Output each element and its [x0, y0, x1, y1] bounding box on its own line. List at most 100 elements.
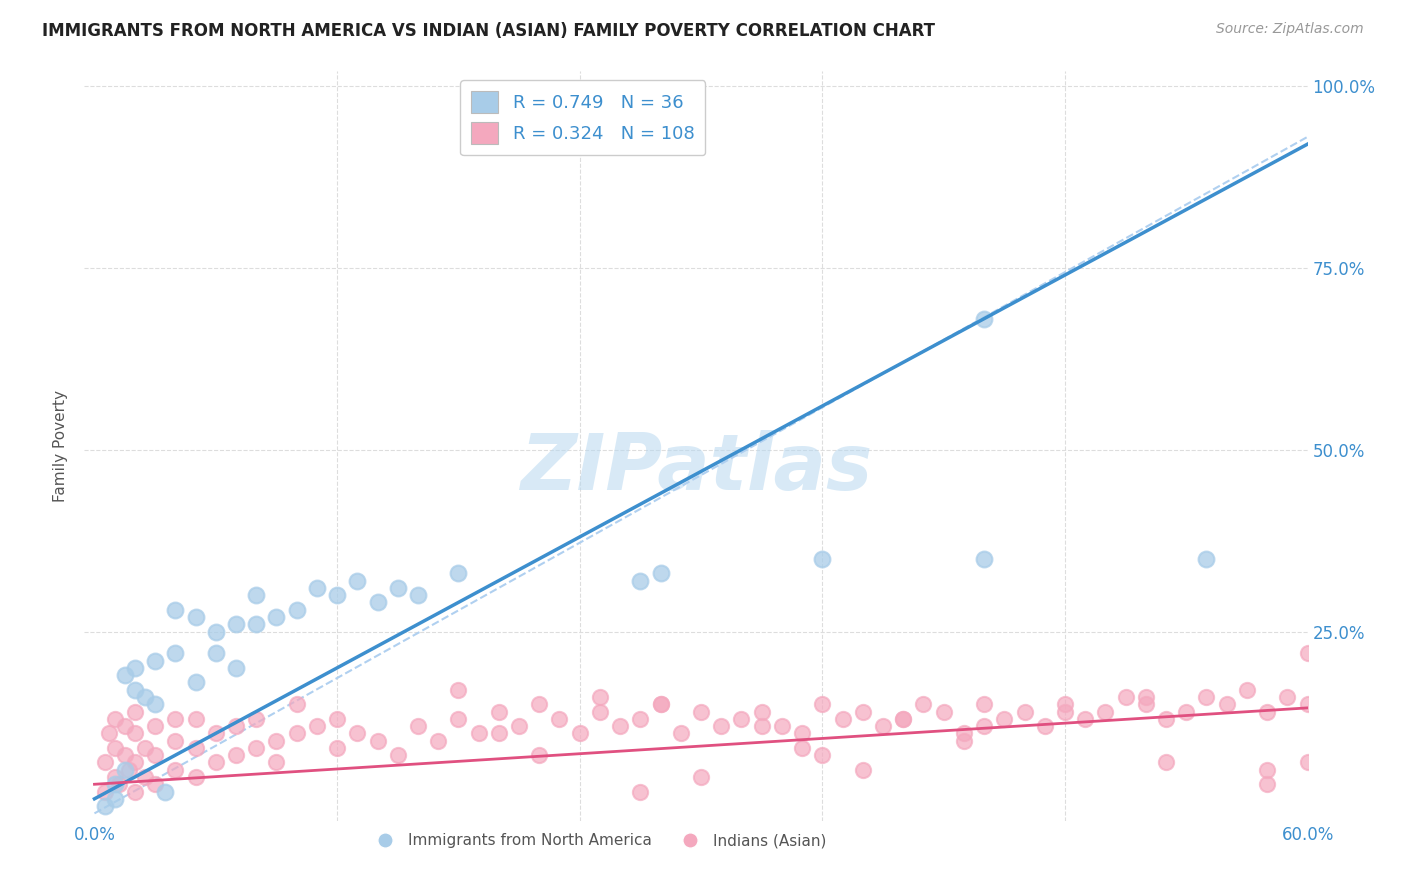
- Point: [831, 712, 853, 726]
- Point: [1154, 756, 1177, 770]
- Point: [204, 726, 226, 740]
- Point: [628, 712, 651, 726]
- Point: [1014, 705, 1036, 719]
- Point: [143, 748, 166, 763]
- Point: [1135, 690, 1157, 704]
- Point: [225, 617, 247, 632]
- Point: [852, 763, 875, 777]
- Point: [285, 698, 308, 712]
- Point: [993, 712, 1015, 726]
- Point: [124, 682, 146, 697]
- Point: [529, 748, 551, 763]
- Point: [1053, 698, 1076, 712]
- Point: [114, 763, 136, 777]
- Point: [589, 690, 612, 704]
- Point: [387, 581, 409, 595]
- Point: [467, 726, 489, 740]
- Point: [852, 705, 875, 719]
- Point: [811, 698, 834, 712]
- Point: [568, 726, 591, 740]
- Point: [529, 698, 551, 712]
- Point: [114, 719, 136, 733]
- Y-axis label: Family Poverty: Family Poverty: [53, 390, 69, 502]
- Point: [93, 756, 115, 770]
- Point: [155, 784, 177, 798]
- Point: [973, 698, 995, 712]
- Point: [650, 698, 672, 712]
- Point: [1094, 705, 1116, 719]
- Point: [872, 719, 894, 733]
- Point: [891, 712, 914, 726]
- Point: [266, 610, 288, 624]
- Point: [1053, 705, 1076, 719]
- Point: [204, 624, 226, 639]
- Point: [346, 574, 368, 588]
- Point: [1296, 756, 1319, 770]
- Point: [589, 705, 612, 719]
- Point: [245, 712, 267, 726]
- Point: [245, 588, 267, 602]
- Point: [266, 733, 288, 747]
- Point: [305, 581, 328, 595]
- Point: [184, 675, 207, 690]
- Point: [508, 719, 530, 733]
- Point: [406, 719, 429, 733]
- Point: [1256, 763, 1278, 777]
- Point: [118, 763, 141, 777]
- Point: [1296, 646, 1319, 660]
- Point: [93, 784, 115, 798]
- Point: [165, 733, 187, 747]
- Point: [406, 588, 429, 602]
- Point: [387, 748, 409, 763]
- Point: [1195, 551, 1218, 566]
- Point: [650, 698, 672, 712]
- Point: [285, 602, 308, 616]
- Point: [104, 792, 127, 806]
- Point: [165, 602, 187, 616]
- Point: [488, 726, 510, 740]
- Point: [1033, 719, 1056, 733]
- Point: [184, 770, 207, 784]
- Point: [628, 784, 651, 798]
- Point: [1256, 777, 1278, 791]
- Point: [730, 712, 752, 726]
- Point: [1175, 705, 1198, 719]
- Point: [326, 712, 349, 726]
- Point: [165, 763, 187, 777]
- Point: [134, 740, 156, 755]
- Point: [184, 712, 207, 726]
- Point: [326, 740, 349, 755]
- Point: [97, 726, 120, 740]
- Point: [912, 698, 935, 712]
- Point: [628, 574, 651, 588]
- Point: [973, 719, 995, 733]
- Point: [690, 770, 713, 784]
- Point: [134, 770, 156, 784]
- Text: ZIPatlas: ZIPatlas: [520, 431, 872, 507]
- Point: [609, 719, 631, 733]
- Point: [548, 712, 571, 726]
- Point: [104, 777, 127, 791]
- Point: [751, 719, 773, 733]
- Point: [225, 748, 247, 763]
- Point: [1135, 698, 1157, 712]
- Point: [973, 311, 995, 326]
- Point: [811, 551, 834, 566]
- Point: [143, 698, 166, 712]
- Point: [245, 617, 267, 632]
- Point: [204, 756, 226, 770]
- Point: [204, 646, 226, 660]
- Point: [326, 588, 349, 602]
- Point: [104, 770, 127, 784]
- Point: [305, 719, 328, 733]
- Point: [770, 719, 793, 733]
- Point: [1195, 690, 1218, 704]
- Point: [245, 740, 267, 755]
- Point: [346, 726, 368, 740]
- Point: [114, 748, 136, 763]
- Point: [184, 610, 207, 624]
- Point: [1154, 712, 1177, 726]
- Point: [1277, 690, 1299, 704]
- Point: [266, 756, 288, 770]
- Point: [932, 705, 955, 719]
